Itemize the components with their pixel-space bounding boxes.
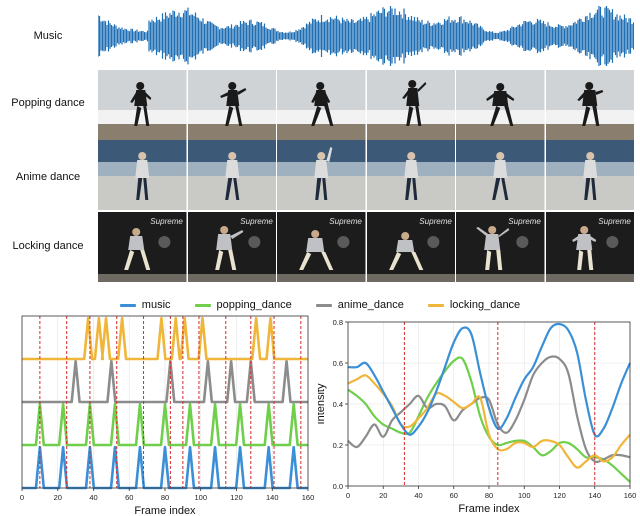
x-tick-label: 20 [54,493,62,502]
anime-frame [98,140,187,210]
row-label-anime-dance: Anime dance [15,171,81,183]
x-tick-label: 60 [125,493,133,502]
x-tick-label: 0 [346,491,350,500]
x-tick-label: 100 [518,491,531,500]
beat-series-locking-dance [22,316,308,361]
row-label-locking-dance: Locking dance [12,240,84,252]
popping-frame [187,70,276,140]
intensity-series-anime-dance [347,355,631,464]
svg-text:Supreme: Supreme [508,217,541,226]
popping-frame [98,70,187,140]
x-axis-label: Frame index [458,503,520,515]
x-tick-label: 80 [485,491,493,500]
popping-frame [277,70,366,140]
svg-text:Supreme: Supreme [598,217,631,226]
chart-legend: music popping_dance anime_dance locking_… [0,296,640,314]
popping-frame [456,70,545,140]
legend-item-music: music [119,296,171,314]
y-tick-label: 0.0 [333,482,343,491]
legend-label: locking_dance [449,299,521,311]
legend-item-locking-dance: locking_dance [427,296,521,314]
legend-swatch [315,303,332,307]
x-tick-label: 80 [161,493,169,502]
anime-frame [456,140,545,210]
legend-label: anime_dance [337,299,404,311]
music-waveform [98,6,634,66]
row-label-music: Music [33,30,63,42]
x-tick-label: 120 [553,491,566,500]
x-tick-label: 40 [89,493,97,502]
anime-frame [277,140,366,210]
popping-dance-frames [98,70,634,140]
y-axis-label: Intensity [318,383,327,424]
row-label-popping-dance: Popping dance [11,97,85,109]
legend-swatch [194,303,211,307]
anime-frame [545,140,634,210]
locking-dance-frames: Supreme Supreme Supreme Supreme Supreme … [98,212,634,282]
x-tick-label: 60 [450,491,458,500]
x-tick-label: 20 [379,491,387,500]
x-tick-label: 140 [266,493,279,502]
intensity-series-music [347,322,632,438]
locking-frame: Supreme [98,212,187,282]
legend-item-anime-dance: anime_dance [315,296,404,314]
locking-frame: Supreme [456,212,545,282]
legend-label: music [141,299,171,311]
anime-frame [366,140,455,210]
y-tick-label: 0.8 [333,318,343,327]
x-tick-label: 120 [230,493,243,502]
y-tick-label: 0.6 [333,359,343,368]
locking-frame: Supreme [366,212,455,282]
svg-text:Supreme: Supreme [419,217,452,226]
anime-dance-frames [98,140,634,210]
beat-chart: 0 20 40 60 80 100 120 140 160 Frame index Beat [0,315,315,516]
x-tick-label: 160 [624,491,637,500]
y-axis-label: Beat [0,391,1,414]
popping-frame [545,70,634,140]
anime-frame [187,140,276,210]
locking-frame: Supreme [545,212,634,282]
locking-frame: Supreme [187,212,276,282]
x-tick-label: 40 [414,491,422,500]
svg-text:Supreme: Supreme [150,217,183,226]
y-tick-label: 0.4 [333,400,343,409]
legend-label: popping_dance [216,299,292,311]
intensity-chart: 0.0 0.2 0.4 0.6 0.8 0 20 40 60 80 100 120 140 160 Fram… [318,318,637,515]
svg-text:Supreme: Supreme [329,217,362,226]
x-tick-label: 140 [588,491,601,500]
popping-frame [366,70,455,140]
x-tick-label: 100 [194,493,207,502]
x-tick-label: 160 [302,493,315,502]
svg-text:Supreme: Supreme [240,217,273,226]
x-tick-label: 0 [20,493,24,502]
legend-item-popping-dance: popping_dance [194,296,292,314]
y-tick-label: 0.2 [333,441,343,450]
locking-frame: Supreme [277,212,366,282]
legend-swatch [427,303,444,307]
legend-swatch [119,303,136,307]
x-axis-label: Frame index [134,505,196,516]
